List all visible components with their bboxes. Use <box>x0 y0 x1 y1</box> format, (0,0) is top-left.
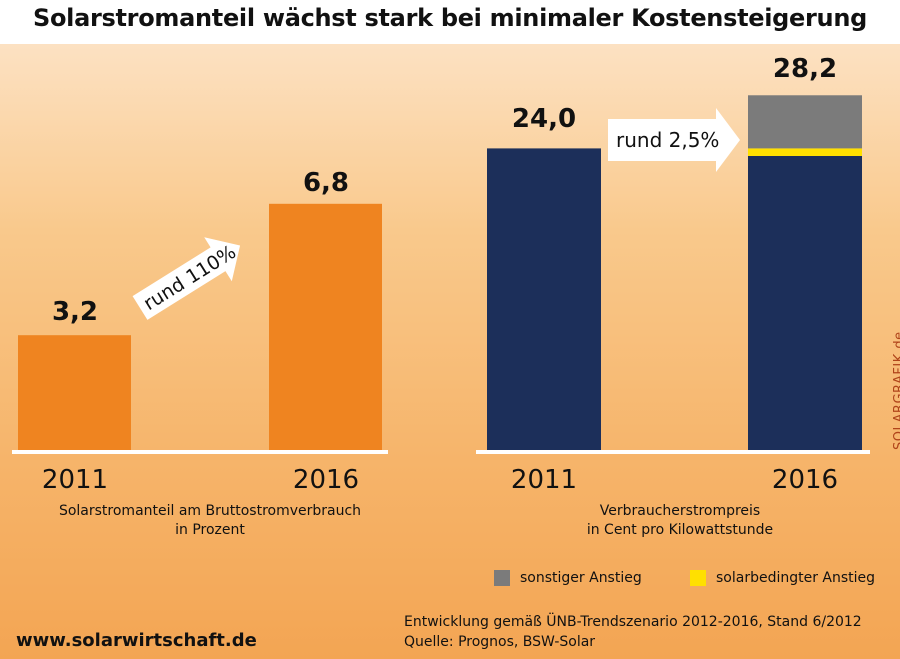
right-chart-caption: Verbraucherstrompreis in Cent pro Kilowa… <box>490 502 870 540</box>
legend-label-sonstiger: sonstiger Anstieg <box>520 570 642 586</box>
left-caption-line1: Solarstromanteil am Bruttostromverbrauch <box>58 503 362 519</box>
right-caption-line2: in Cent pro Kilowattstunde <box>586 522 774 538</box>
legend-item-sonstiger: sonstiger Anstieg <box>494 570 642 586</box>
bar-right-2016-base <box>748 155 862 453</box>
value-label-left-2016: 6,8 <box>302 168 350 198</box>
arrow-right-label: rund 2,5% <box>616 128 719 152</box>
value-label-right-2016: 28,2 <box>772 54 838 84</box>
year-label-right-2016: 2016 <box>771 465 839 495</box>
bar-right-2016-solar <box>748 148 862 156</box>
left-caption-line2: in Prozent <box>175 522 245 538</box>
bar-right-2016-other <box>748 95 862 149</box>
title-band <box>0 0 900 44</box>
value-label-left-2011: 3,2 <box>51 297 99 327</box>
chart-title: Solarstromanteil wächst stark bei minima… <box>32 4 868 32</box>
year-label-right-2011: 2011 <box>510 465 578 495</box>
footnote-line1: Entwicklung gemäß ÜNB-Trendszenario 2012… <box>404 614 862 630</box>
watermark: SOLARGRAFIK.de <box>892 331 900 450</box>
legend-swatch-grey <box>494 570 510 586</box>
value-label-right-2011: 24,0 <box>511 104 577 134</box>
footnote: Entwicklung gemäß ÜNB-Trendszenario 2012… <box>404 612 862 652</box>
arrow-right: rund 2,5% <box>608 108 740 172</box>
legend-label-solarbedingt: solarbedingter Anstieg <box>716 570 876 586</box>
arrow-left-shape <box>132 237 241 320</box>
arrow-left-label: rund 110% <box>140 241 240 315</box>
left-chart-caption: Solarstromanteil am Bruttostromverbrauch… <box>20 502 400 540</box>
footnote-line2: Quelle: Prognos, BSW-Solar <box>404 634 596 650</box>
year-label-left-2016: 2016 <box>292 465 360 495</box>
year-label-left-2011: 2011 <box>41 465 109 495</box>
right-caption-line1: Verbraucherstrompreis <box>599 503 761 519</box>
arrow-left: rund 110% <box>132 237 241 320</box>
arrow-right-shape <box>608 108 740 172</box>
bar-left-2011 <box>18 335 131 452</box>
bar-left-2016 <box>269 203 382 452</box>
legend-item-solarbedingt: solarbedingter Anstieg <box>690 570 875 586</box>
legend-swatch-yellow <box>690 570 706 586</box>
site-link[interactable]: www.solarwirtschaft.de <box>16 630 257 651</box>
bar-right-2011-base <box>487 148 601 452</box>
